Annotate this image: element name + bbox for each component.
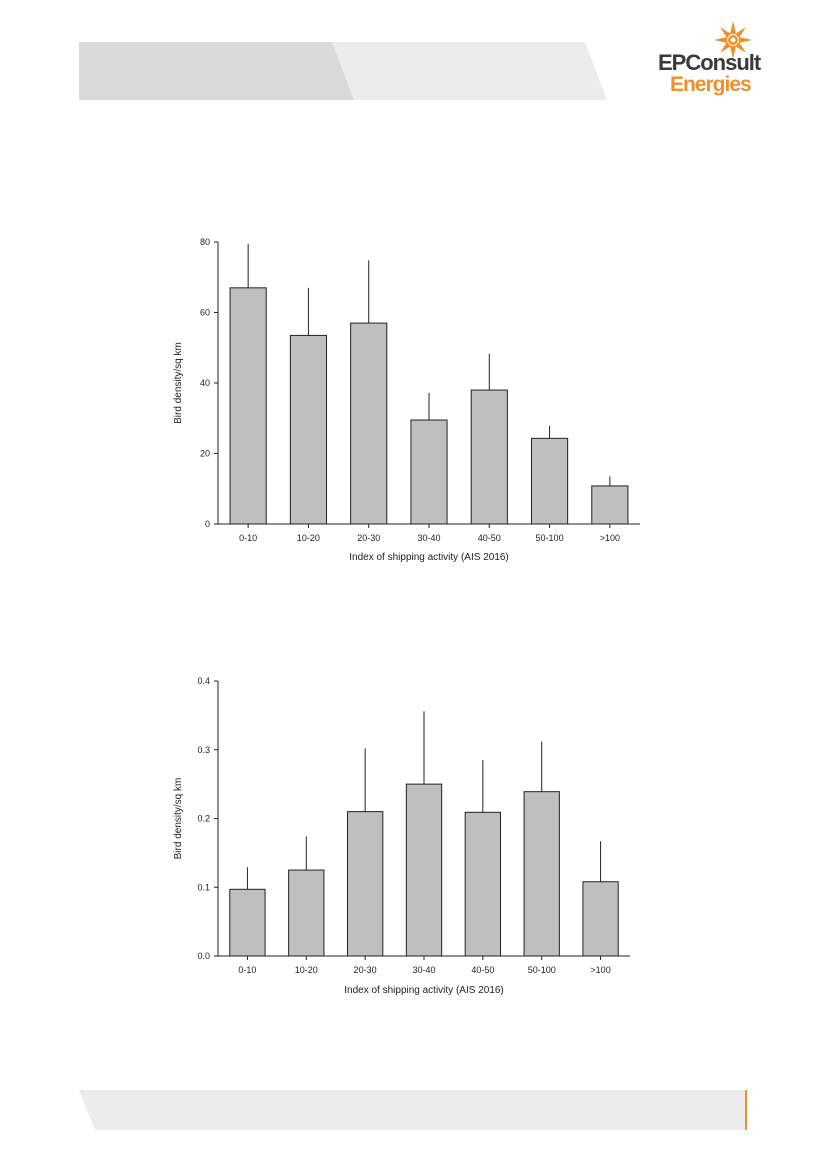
x-tick-label: 10-20	[297, 533, 320, 543]
bar	[229, 888, 266, 957]
y-tick-label: 80	[200, 237, 210, 247]
bar	[288, 869, 325, 957]
x-tick-label: 50-100	[528, 965, 556, 975]
x-tick-label: 30-40	[412, 965, 435, 975]
y-tick-label: 0.2	[197, 814, 210, 824]
header-band	[79, 42, 607, 100]
footer-accent-line	[745, 1090, 747, 1130]
y-tick-label: 40	[200, 378, 210, 388]
star-logo-icon	[714, 21, 752, 59]
logo-text-secondary: Energies	[670, 73, 752, 96]
y-tick-label: 20	[200, 449, 210, 459]
y-tick-label: 60	[200, 308, 210, 318]
x-tick-label: 50-100	[536, 533, 564, 543]
y-tick-label: 0.1	[197, 882, 210, 892]
y-tick-label: 0.0	[197, 951, 210, 961]
bar	[229, 287, 267, 525]
x-tick-label: 20-30	[357, 533, 380, 543]
bar	[346, 811, 384, 957]
footer-band-shape	[79, 1090, 745, 1130]
x-axis-title: Index of shipping activity (AIS 2016)	[349, 552, 509, 563]
header-band-left	[79, 42, 354, 100]
bar	[289, 334, 328, 525]
bar	[470, 389, 508, 525]
x-axis-title: Index of shipping activity (AIS 2016)	[344, 985, 504, 996]
bar	[464, 811, 502, 957]
y-tick-label: 0	[205, 519, 210, 529]
logo-text-primary: EPConsult	[658, 50, 761, 75]
bar	[410, 419, 448, 525]
x-tick-label: 40-50	[478, 533, 501, 543]
y-axis-title: Bird density/sq km	[173, 778, 184, 860]
chart-bird-density-2: 0.0 0.1 0.2 0.3 0.4 0-10 10-20 20-30 30-40 40-50 5…	[173, 676, 630, 996]
bar	[350, 322, 388, 525]
company-logo: EPConsult Energies	[655, 20, 785, 100]
bar	[405, 783, 443, 957]
chart-bird-density-1: 0 20 40 60 80 0-10 10-20 20-30 30-40 40-50 50-100 >…	[173, 237, 640, 563]
header-band-right	[332, 42, 607, 100]
y-tick-label: 0.3	[197, 745, 210, 755]
x-tick-label: 0-10	[239, 533, 257, 543]
y-axis-title: Bird density/sq km	[173, 342, 184, 424]
bar	[523, 791, 560, 957]
x-tick-label: 0-10	[238, 965, 256, 975]
x-tick-label: 30-40	[417, 533, 440, 543]
bar	[530, 437, 569, 525]
bar	[582, 881, 619, 957]
footer-band	[79, 1090, 747, 1130]
x-tick-label: 40-50	[471, 965, 494, 975]
y-tick-label: 0.4	[197, 676, 210, 686]
x-tick-label: >100	[590, 965, 610, 975]
bar	[591, 485, 629, 525]
x-tick-label: 20-30	[354, 965, 377, 975]
x-tick-label: >100	[600, 533, 620, 543]
x-tick-label: 10-20	[295, 965, 318, 975]
